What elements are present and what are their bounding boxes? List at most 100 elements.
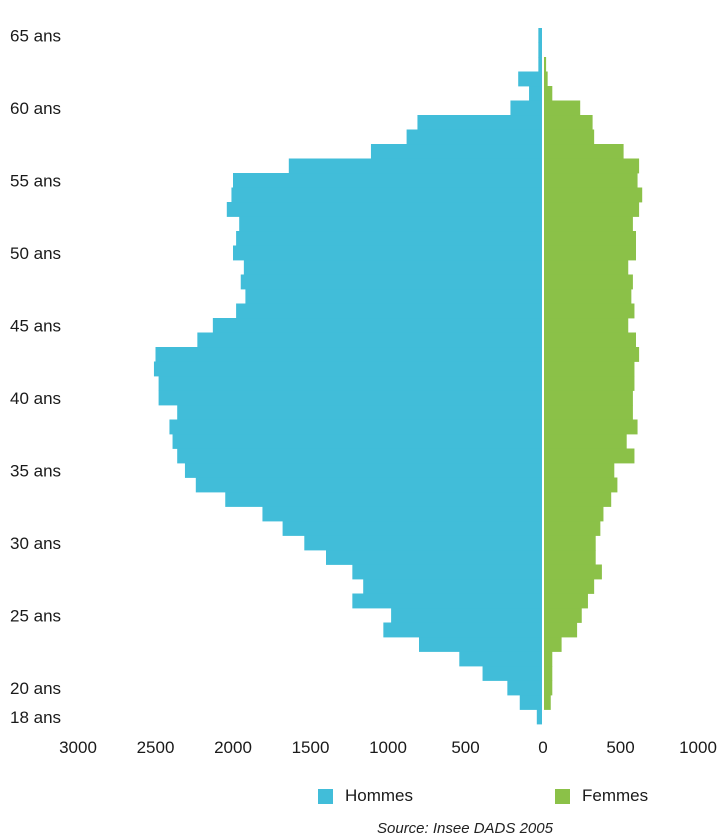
bar-femmes-56 xyxy=(543,158,640,174)
bar-femmes-60 xyxy=(543,100,581,116)
bar-hommes-33 xyxy=(225,492,543,507)
x-tick-label: 1000 xyxy=(679,738,717,757)
bar-femmes-23 xyxy=(543,637,562,652)
y-tick-label: 30 ans xyxy=(10,534,61,553)
bar-femmes-37 xyxy=(543,434,627,449)
bar-hommes-49 xyxy=(243,260,543,275)
bar-hommes-48 xyxy=(240,274,543,290)
x-tick-label: 2000 xyxy=(214,738,252,757)
bar-hommes-24 xyxy=(383,622,543,638)
bar-femmes-54 xyxy=(543,187,643,203)
bar-hommes-22 xyxy=(459,651,543,667)
bar-femmes-36 xyxy=(543,448,635,464)
bar-hommes-26 xyxy=(352,593,543,609)
bar-hommes-32 xyxy=(262,506,543,522)
bar-hommes-53 xyxy=(226,202,544,217)
bar-femmes-62 xyxy=(543,71,548,87)
bar-femmes-42 xyxy=(543,361,635,377)
bar-femmes-28 xyxy=(543,564,602,580)
bar-hommes-45 xyxy=(212,318,543,333)
bar-femmes-34 xyxy=(543,477,618,493)
bar-hommes-40 xyxy=(158,390,543,406)
bar-hommes-18 xyxy=(536,709,543,725)
bar-hommes-61 xyxy=(529,86,543,101)
bar-hommes-23 xyxy=(419,637,543,652)
bar-femmes-35 xyxy=(543,463,615,478)
bar-hommes-42 xyxy=(153,361,543,377)
bar-hommes-25 xyxy=(391,608,543,623)
bar-hommes-60 xyxy=(510,100,543,116)
bar-femmes-40 xyxy=(543,390,633,406)
bar-hommes-55 xyxy=(233,173,543,188)
bar-femmes-33 xyxy=(543,492,612,507)
bar-hommes-57 xyxy=(370,144,543,159)
bar-femmes-21 xyxy=(543,666,553,681)
source-note: Source: Insee DADS 2005 xyxy=(377,820,553,837)
legend-swatch-hommes xyxy=(318,788,333,804)
y-axis-labels: 65 ans 60 ans 55 ans 50 ans 45 ans 40 ans 35 a… xyxy=(10,26,61,727)
bar-femmes-30 xyxy=(543,535,596,551)
bar-femmes-51 xyxy=(543,231,636,246)
legend-item-hommes: Hommes xyxy=(318,784,413,808)
bar-femmes-55 xyxy=(543,173,638,188)
x-tick-label: 1500 xyxy=(292,738,330,757)
bar-hommes-38 xyxy=(169,419,543,435)
bar-femmes-38 xyxy=(543,419,638,435)
legend-label-hommes: Hommes xyxy=(345,786,414,805)
x-tick-label: 1000 xyxy=(369,738,407,757)
bar-hommes-21 xyxy=(482,666,543,681)
bar-hommes-62 xyxy=(518,71,543,87)
population-pyramid-chart: 65 ans 60 ans 55 ans 50 ans 45 ans 40 ans 35 a… xyxy=(10,26,717,757)
bar-hommes-43 xyxy=(155,347,543,362)
bar-femmes-32 xyxy=(543,506,604,522)
bar-hommes-44 xyxy=(197,332,543,348)
y-tick-label: 35 ans xyxy=(10,461,61,480)
legend-label-femmes: Femmes xyxy=(582,786,649,805)
bar-hommes-47 xyxy=(245,289,543,304)
bar-femmes-46 xyxy=(543,303,635,319)
bar-hommes-39 xyxy=(177,405,543,420)
bar-femmes-39 xyxy=(543,405,633,420)
bar-femmes-31 xyxy=(543,521,601,536)
bar-hommes-41 xyxy=(158,376,543,391)
bar-hommes-29 xyxy=(326,550,543,565)
bar-hommes-65 xyxy=(538,28,543,43)
bar-femmes-61 xyxy=(543,86,553,101)
x-tick-label: 0 xyxy=(538,738,547,757)
bar-femmes-47 xyxy=(543,289,632,304)
y-tick-label: 40 ans xyxy=(10,389,61,408)
bar-hommes-46 xyxy=(236,303,543,319)
bar-femmes-20 xyxy=(543,680,553,696)
bar-femmes-48 xyxy=(543,274,633,290)
legend-item-femmes: Femmes xyxy=(555,784,648,808)
bar-hommes-27 xyxy=(363,579,543,594)
bar-femmes-27 xyxy=(543,579,595,594)
bar-hommes-31 xyxy=(282,521,543,536)
series-hommes xyxy=(153,28,544,725)
bar-femmes-63 xyxy=(543,57,547,72)
bar-femmes-53 xyxy=(543,202,640,217)
x-tick-label: 500 xyxy=(451,738,479,757)
bar-hommes-52 xyxy=(239,216,543,232)
bar-femmes-49 xyxy=(543,260,629,275)
bar-femmes-59 xyxy=(543,115,593,130)
bar-femmes-26 xyxy=(543,593,588,609)
bar-femmes-24 xyxy=(543,622,578,638)
bar-hommes-59 xyxy=(417,115,543,130)
bar-femmes-41 xyxy=(543,376,635,391)
bar-hommes-30 xyxy=(304,535,543,551)
bar-femmes-19 xyxy=(543,695,551,710)
bar-femmes-44 xyxy=(543,332,636,348)
series-femmes xyxy=(543,57,643,710)
bar-hommes-28 xyxy=(352,564,543,580)
bar-femmes-57 xyxy=(543,144,624,159)
bar-hommes-35 xyxy=(184,463,543,478)
bar-hommes-63 xyxy=(538,57,543,72)
bar-hommes-19 xyxy=(519,695,543,710)
x-tick-label: 3000 xyxy=(59,738,97,757)
y-tick-label: 60 ans xyxy=(10,99,61,118)
bar-hommes-36 xyxy=(177,448,543,464)
bar-hommes-34 xyxy=(195,477,544,493)
bar-femmes-52 xyxy=(543,216,633,232)
bar-femmes-29 xyxy=(543,550,596,565)
